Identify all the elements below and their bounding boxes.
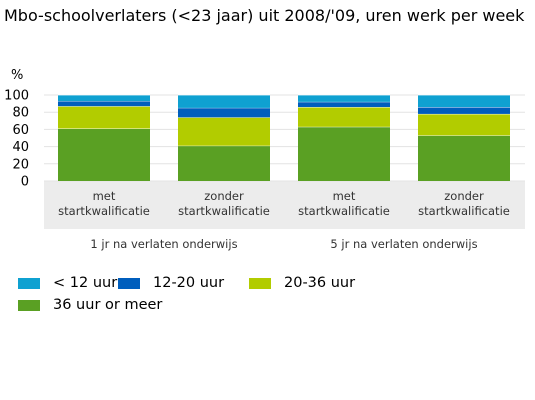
bar-segment [418,107,510,114]
x-tick-label: startkwalificatie [298,204,390,218]
x-tick-label: startkwalificatie [58,204,150,218]
bar-segment [178,117,270,146]
y-tick-label: 60 [12,123,29,138]
bar-segment [58,101,150,107]
bar-segment [298,101,390,108]
legend-swatch [118,277,140,289]
y-tick-label: 80 [12,106,29,121]
legend-swatch [18,277,40,289]
legend-swatch [249,277,271,289]
bar-segment [58,95,150,102]
y-tick-label: 100 [4,89,29,104]
legend-item: 36 uur or meer [18,297,162,313]
bar-segment [418,135,510,181]
x-tick-label: startkwalificatie [178,204,270,218]
y-axis-label: % [11,68,24,83]
y-tick-label: 20 [12,157,29,172]
legend-label: 20-36 uur [284,275,356,291]
x-tick-label: met [333,189,356,203]
y-tick-label: 0 [21,175,29,190]
bar-segment [178,95,270,108]
x-tick-label: zonder [444,189,484,203]
bar-segment [58,106,150,129]
x-tick-label: startkwalificatie [418,204,510,218]
x-axis-labels: metstartkwalificatiezonderstartkwalifica… [58,189,510,251]
y-axis-ticks: 0 20 40 60 80 100 [4,89,29,190]
legend-label: 36 uur or meer [53,297,163,313]
x-group-label: 5 jr na verlaten onderwijs [330,237,477,251]
bar-segment [418,113,510,136]
x-tick-label: met [93,189,116,203]
bar-segment [298,107,390,127]
x-group-label: 1 jr na verlaten onderwijs [90,237,237,251]
bar-segment [298,95,390,102]
bar-segment [298,126,390,181]
legend-swatch [18,299,40,311]
y-tick-label: 40 [12,140,29,155]
legend-label: 12-20 uur [153,275,225,291]
category-axis-band [44,181,525,229]
chart-title: Mbo-schoolverlaters (<23 jaar) uit 2008/… [4,6,525,25]
legend-item: < 12 uur [18,275,117,291]
bar-segment [58,128,150,181]
bar-segment [178,107,270,118]
bar-segment [178,145,270,181]
legend-label: < 12 uur [53,275,118,291]
legend-item: 12-20 uur [118,275,224,291]
bar-series [58,94,510,181]
bar-segment [418,95,510,108]
x-tick-label: zonder [204,189,244,203]
legend-item: 20-36 uur [249,275,355,291]
